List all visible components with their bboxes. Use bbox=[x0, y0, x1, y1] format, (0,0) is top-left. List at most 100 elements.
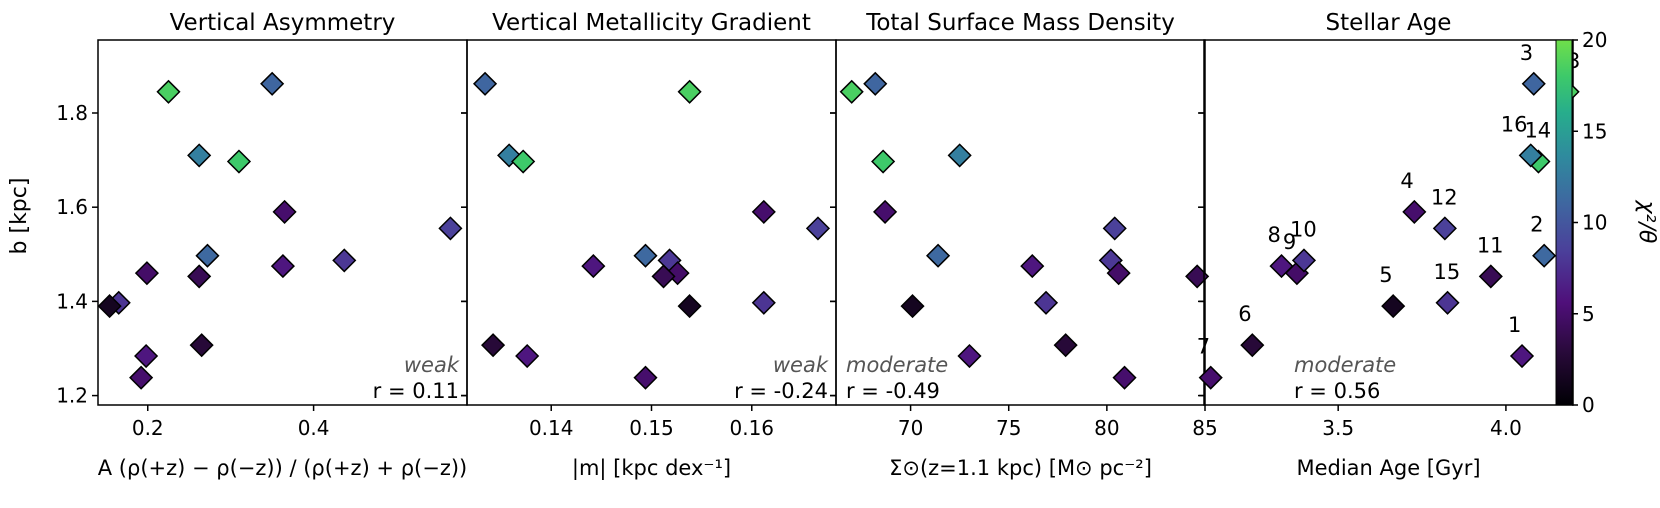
scatter-point bbox=[187, 143, 212, 168]
scatter-point bbox=[97, 294, 122, 319]
y-tick-label: 1.4 bbox=[56, 289, 88, 313]
y-axis-label: b [kpc] bbox=[7, 178, 32, 255]
scatter-point bbox=[1106, 261, 1131, 286]
point-label: 5 bbox=[1379, 263, 1392, 287]
scatter-point bbox=[129, 365, 154, 390]
point-label: 7 bbox=[1197, 335, 1210, 359]
scatter-point bbox=[1435, 290, 1460, 315]
x-tick-label: 85 bbox=[1192, 416, 1217, 440]
scatter-point bbox=[651, 264, 676, 289]
scatter-point bbox=[1518, 143, 1543, 168]
x-tick-label: 0.4 bbox=[298, 416, 330, 440]
scatter-point bbox=[1532, 243, 1557, 268]
colorbar-tick-label: 0 bbox=[1582, 393, 1595, 417]
point-label: 10 bbox=[1290, 217, 1317, 241]
panel-title: Total Surface Mass Density bbox=[865, 10, 1175, 36]
y-tick-label: 1.6 bbox=[56, 195, 88, 219]
scatter-point bbox=[1053, 333, 1078, 358]
scatter-point bbox=[957, 343, 982, 369]
panel-frame bbox=[97, 39, 468, 406]
scatter-point bbox=[633, 365, 658, 390]
scatter-point bbox=[189, 333, 214, 358]
x-tick-label: 0.14 bbox=[529, 416, 574, 440]
x-tick-label: 0.16 bbox=[730, 416, 775, 440]
colorbar-tick-label: 15 bbox=[1582, 119, 1607, 143]
point-label: 6 bbox=[1238, 302, 1251, 326]
panels: Vertical Asymmetry 0.2 0.4 1.2 1.4 1.6 1.8 A (ρ… bbox=[56, 10, 1580, 481]
scatter-point bbox=[1291, 248, 1317, 273]
scatter-point bbox=[1240, 333, 1265, 358]
scatter-point bbox=[947, 143, 972, 168]
panel-2: Vertical Metallicity Gradient 0.14 0.15 0.1… bbox=[461, 10, 837, 481]
x-tick-label: 75 bbox=[996, 416, 1021, 440]
x-tick-label: 70 bbox=[898, 416, 923, 440]
scatter-point bbox=[839, 79, 864, 104]
colorbar-tick-label: 20 bbox=[1582, 28, 1607, 52]
correlation-r: r = 0.11 bbox=[373, 379, 459, 403]
colorbar-label: χ²/θ bbox=[1634, 200, 1659, 244]
scatter-point bbox=[863, 71, 888, 96]
scatter-point bbox=[187, 264, 212, 289]
correlation-strength: weak bbox=[773, 353, 829, 377]
correlation-strength: moderate bbox=[846, 353, 948, 377]
scatter-point bbox=[472, 71, 498, 96]
panel-1: Vertical Asymmetry 0.2 0.4 1.2 1.4 1.6 1.8 A (ρ… bbox=[56, 10, 468, 480]
scatter-point bbox=[900, 294, 925, 319]
x-axis-label: Median Age [Gyr] bbox=[1296, 456, 1480, 480]
panel-title: Vertical Metallicity Gradient bbox=[492, 10, 811, 36]
scatter-point bbox=[226, 149, 252, 174]
scatter-point bbox=[481, 333, 506, 358]
panel-title: Vertical Asymmetry bbox=[170, 10, 396, 36]
x-tick-label: 0.2 bbox=[132, 416, 164, 440]
scatter-point bbox=[1112, 365, 1137, 390]
y-tick-label: 1.2 bbox=[56, 384, 88, 408]
colorbar-gradient bbox=[1555, 39, 1573, 406]
x-tick-label: 80 bbox=[1094, 416, 1119, 440]
correlation-strength: weak bbox=[404, 353, 460, 377]
scatter-point bbox=[260, 71, 285, 96]
point-label: 9 bbox=[1283, 230, 1296, 254]
point-label: 15 bbox=[1434, 260, 1461, 284]
scatter-point bbox=[633, 243, 658, 268]
scatter-point bbox=[1432, 216, 1457, 241]
scatter-point bbox=[134, 343, 159, 369]
scatter-point bbox=[272, 199, 297, 224]
scatter-point bbox=[1478, 264, 1503, 289]
scatter-point bbox=[1509, 343, 1535, 369]
scatter-point bbox=[677, 79, 702, 104]
point-label: 11 bbox=[1477, 233, 1504, 257]
correlation-r: r = 0.56 bbox=[1294, 379, 1380, 403]
panel-frame bbox=[835, 39, 1206, 406]
scatter-point bbox=[195, 243, 220, 268]
x-tick-label: 4.0 bbox=[1490, 416, 1522, 440]
scatter-point bbox=[805, 216, 831, 241]
x-axis-label: |m| [kpc dex⁻¹] bbox=[572, 456, 731, 481]
x-axis-label: A (ρ(+z) − ρ(−z)) / (ρ(+z) + ρ(−z)) bbox=[98, 456, 467, 480]
point-label: 16 bbox=[1501, 112, 1528, 136]
scatter-point bbox=[871, 149, 896, 174]
scatter-point bbox=[1198, 365, 1223, 390]
y-tick-label: 1.8 bbox=[56, 101, 88, 125]
point-label: 8 bbox=[1267, 223, 1280, 247]
scatter-point bbox=[511, 149, 536, 174]
scatter-point bbox=[581, 254, 606, 279]
colorbar-ticks: 0 5 10 15 20 bbox=[1572, 28, 1607, 417]
scatter-point bbox=[134, 261, 159, 286]
correlation-r: r = -0.24 bbox=[734, 379, 828, 403]
scatter-point bbox=[515, 343, 540, 369]
panel-3: Total Surface Mass Density 70 75 80 85 Σ⊙(z=1… bbox=[830, 10, 1218, 480]
point-label: 2 bbox=[1530, 213, 1543, 237]
correlation-strength: moderate bbox=[1294, 353, 1396, 377]
point-label: 1 bbox=[1508, 313, 1521, 337]
scatter-point bbox=[1402, 199, 1427, 224]
colorbar-tick-label: 5 bbox=[1582, 302, 1595, 326]
scatter-point bbox=[873, 199, 898, 224]
x-axis-label: Σ⊙(z=1.1 kpc) [M⊙ pc⁻²] bbox=[889, 456, 1152, 480]
x-tick-label: 0.15 bbox=[629, 416, 674, 440]
point-label: 14 bbox=[1524, 119, 1551, 143]
point-label: 3 bbox=[1520, 41, 1533, 65]
scatter-point bbox=[270, 254, 295, 279]
scatter-point bbox=[751, 199, 776, 224]
scatter-point bbox=[1102, 216, 1127, 241]
